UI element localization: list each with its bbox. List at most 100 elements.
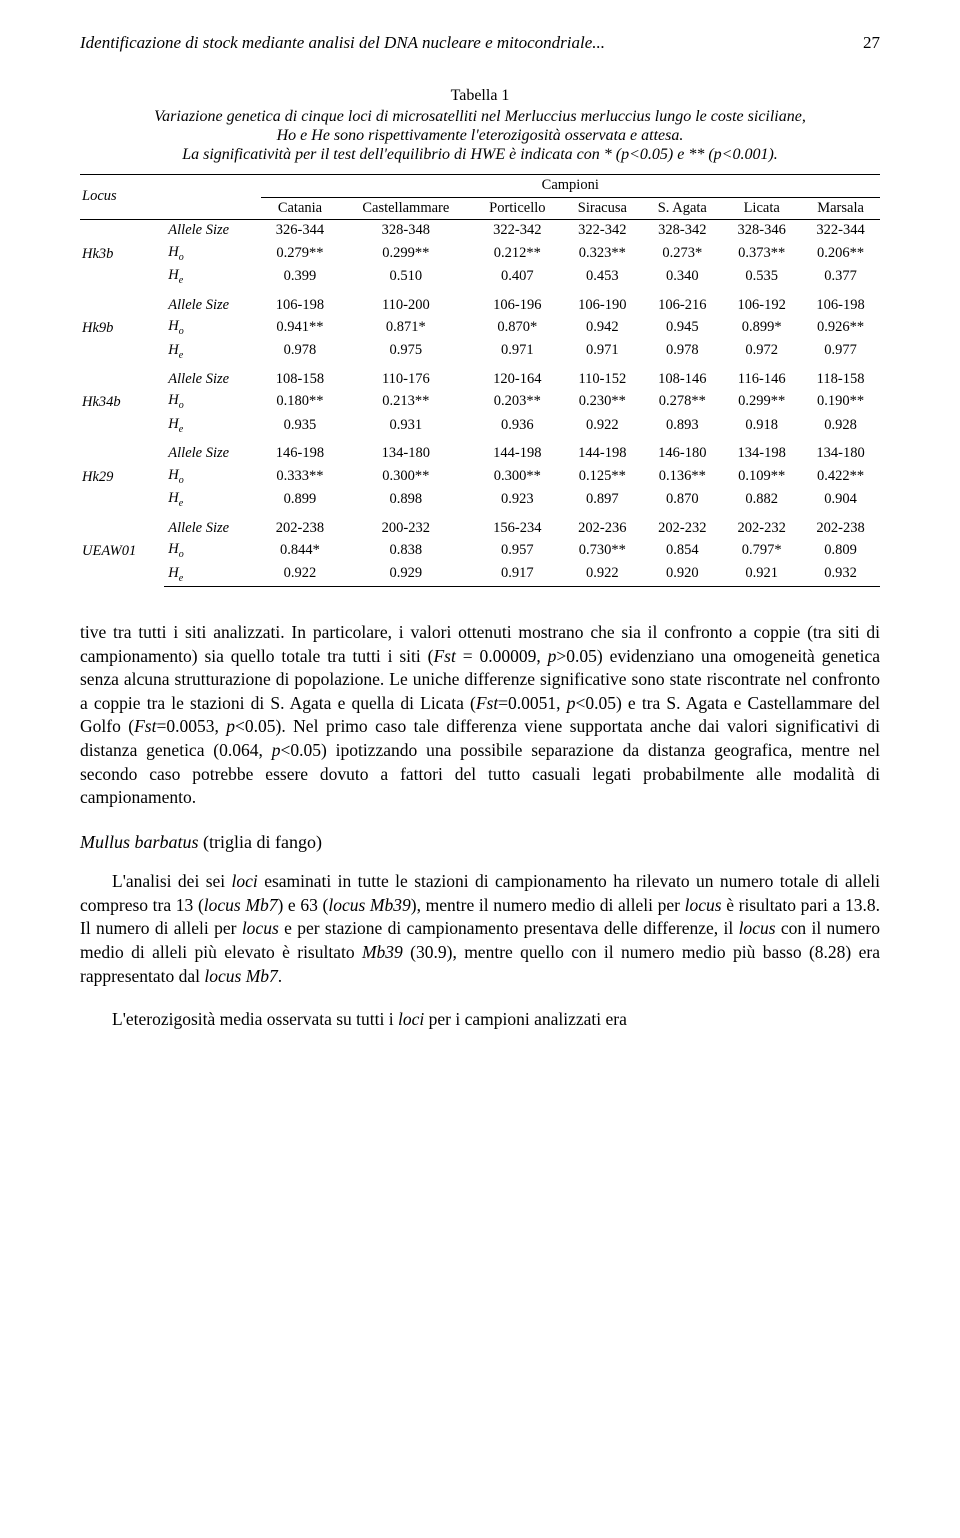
data-cell: 0.730**: [562, 539, 642, 562]
column-header: Porticello: [472, 197, 562, 220]
locus-label: Hk9b: [80, 295, 164, 363]
data-cell: 0.898: [339, 488, 472, 511]
row-attr: Allele Size: [164, 518, 260, 540]
data-cell: 0.918: [722, 414, 801, 437]
locus-label: UEAW01: [80, 518, 164, 587]
data-cell: 322-344: [801, 220, 880, 242]
data-cell: 110-200: [339, 295, 472, 317]
data-cell: 110-152: [562, 369, 642, 391]
data-cell: 0.278**: [642, 390, 722, 413]
data-cell: 0.922: [562, 414, 642, 437]
data-cell: 328-348: [339, 220, 472, 242]
data-cell: 0.926**: [801, 316, 880, 339]
data-cell: 120-164: [472, 369, 562, 391]
data-cell: 0.373**: [722, 242, 801, 265]
data-cell: 0.971: [562, 340, 642, 363]
locus-label: Hk3b: [80, 220, 164, 289]
data-cell: 144-198: [562, 443, 642, 465]
column-header: Marsala: [801, 197, 880, 220]
data-cell: 0.923: [472, 488, 562, 511]
data-cell: 108-158: [261, 369, 340, 391]
row-attr: Allele Size: [164, 369, 260, 391]
data-cell: 0.972: [722, 340, 801, 363]
paragraph-1: tive tra tutti i siti analizzati. In par…: [80, 621, 880, 810]
column-header: Castellammare: [339, 197, 472, 220]
data-cell: 146-198: [261, 443, 340, 465]
column-header: Licata: [722, 197, 801, 220]
data-cell: 0.899*: [722, 316, 801, 339]
data-cell: 0.510: [339, 265, 472, 288]
data-cell: 0.230**: [562, 390, 642, 413]
data-cell: 0.977: [801, 340, 880, 363]
data-cell: 0.125**: [562, 465, 642, 488]
data-cell: 0.899: [261, 488, 340, 511]
data-cell: 0.922: [261, 563, 340, 587]
table-desc-2: Ho e He sono rispettivamente l'eterozigo…: [80, 126, 880, 145]
data-cell: 0.945: [642, 316, 722, 339]
data-cell: 0.871*: [339, 316, 472, 339]
data-cell: 202-232: [642, 518, 722, 540]
data-cell: 328-342: [642, 220, 722, 242]
data-cell: 0.109**: [722, 465, 801, 488]
data-cell: 110-176: [339, 369, 472, 391]
data-cell: 0.844*: [261, 539, 340, 562]
paragraph-3: L'eterozigosità media osservata su tutti…: [80, 1008, 880, 1032]
data-cell: 0.797*: [722, 539, 801, 562]
data-cell: 134-180: [339, 443, 472, 465]
data-cell: 0.180**: [261, 390, 340, 413]
column-header: Catania: [261, 197, 340, 220]
data-cell: 0.854: [642, 539, 722, 562]
data-cell: 106-196: [472, 295, 562, 317]
data-cell: 0.922: [562, 563, 642, 587]
data-cell: 0.870*: [472, 316, 562, 339]
data-cell: 0.935: [261, 414, 340, 437]
row-attr: Ho: [164, 316, 260, 339]
data-cell: 106-198: [261, 295, 340, 317]
data-cell: 0.212**: [472, 242, 562, 265]
data-cell: 0.279**: [261, 242, 340, 265]
row-attr: He: [164, 488, 260, 511]
data-cell: 0.377: [801, 265, 880, 288]
row-attr: He: [164, 563, 260, 587]
table-desc-3: La significatività per il test dell'equi…: [80, 145, 880, 164]
data-cell: 0.300**: [472, 465, 562, 488]
data-cell: 202-238: [261, 518, 340, 540]
data-cell: 0.897: [562, 488, 642, 511]
data-cell: 326-344: [261, 220, 340, 242]
header-locus: Locus: [80, 175, 261, 220]
paragraph-2: L'analisi dei sei loci esaminati in tutt…: [80, 870, 880, 988]
data-cell: 0.333**: [261, 465, 340, 488]
data-cell: 0.870: [642, 488, 722, 511]
data-cell: 0.978: [261, 340, 340, 363]
data-cell: 0.299**: [339, 242, 472, 265]
data-cell: 0.921: [722, 563, 801, 587]
row-attr: Allele Size: [164, 443, 260, 465]
data-cell: 0.882: [722, 488, 801, 511]
row-attr: He: [164, 414, 260, 437]
data-cell: 0.206**: [801, 242, 880, 265]
data-cell: 0.453: [562, 265, 642, 288]
data-cell: 202-232: [722, 518, 801, 540]
data-cell: 0.893: [642, 414, 722, 437]
table-title: Tabella 1: [80, 85, 880, 107]
data-cell: 0.422**: [801, 465, 880, 488]
header-campioni: Campioni: [261, 175, 880, 198]
table-caption: Tabella 1 Variazione genetica di cinque …: [80, 85, 880, 164]
data-cell: 322-342: [562, 220, 642, 242]
data-cell: 156-234: [472, 518, 562, 540]
data-cell: 0.904: [801, 488, 880, 511]
data-cell: 202-238: [801, 518, 880, 540]
data-cell: 322-342: [472, 220, 562, 242]
data-cell: 0.190**: [801, 390, 880, 413]
data-cell: 0.273*: [642, 242, 722, 265]
data-cell: 0.978: [642, 340, 722, 363]
data-cell: 0.838: [339, 539, 472, 562]
data-cell: 146-180: [642, 443, 722, 465]
data-cell: 0.535: [722, 265, 801, 288]
table-desc-1: Variazione genetica di cinque loci di mi…: [80, 107, 880, 126]
data-cell: 0.399: [261, 265, 340, 288]
data-table: Locus Campioni CataniaCastellammarePorti…: [80, 174, 880, 587]
data-cell: 0.407: [472, 265, 562, 288]
data-cell: 0.928: [801, 414, 880, 437]
page-number: 27: [863, 32, 880, 55]
